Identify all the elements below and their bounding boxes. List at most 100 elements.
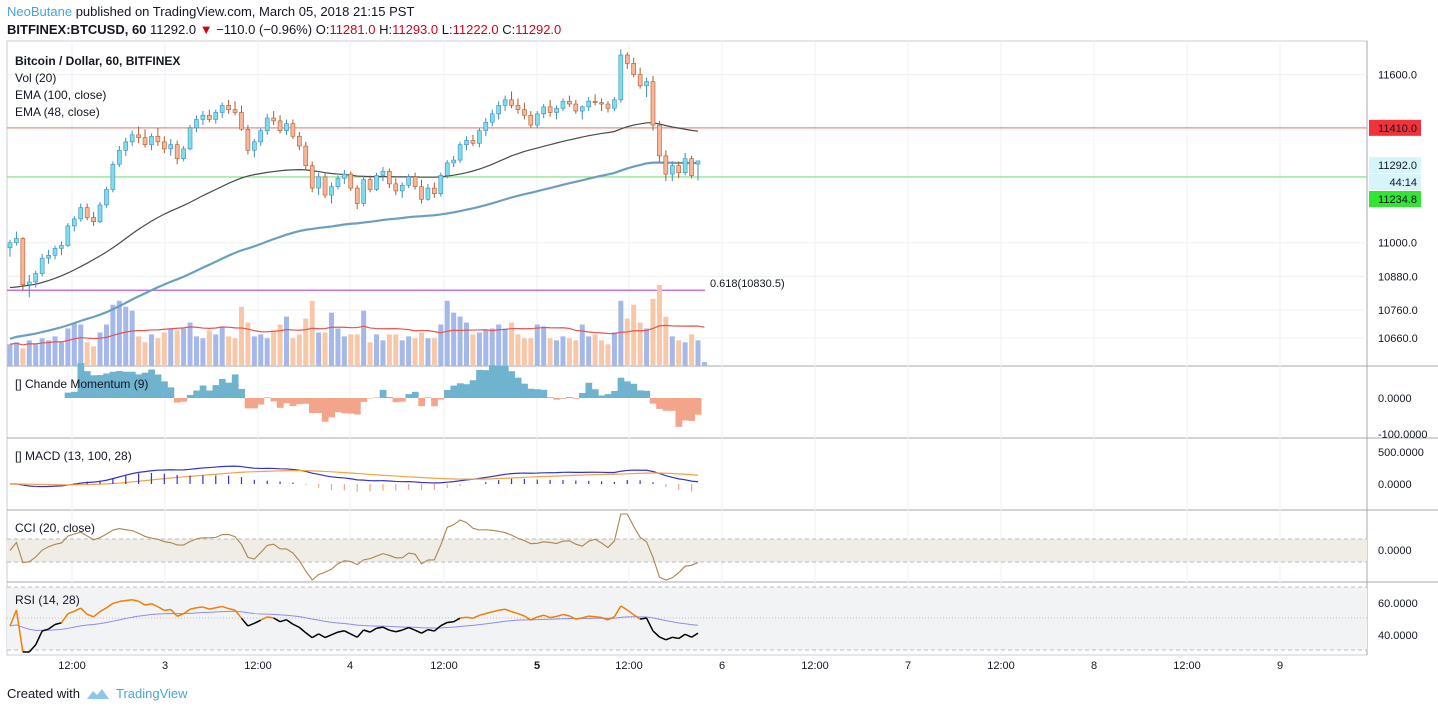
cmo-area [553,398,561,400]
last-price: 11292.0 [150,22,197,37]
volume-bar [444,300,450,366]
rsi-segment [472,614,480,619]
volume-bar [669,336,675,366]
cmo-area [334,398,342,413]
cmo-area [321,398,329,422]
volume-bar [701,362,707,366]
rsi-segment [170,608,178,617]
volume-bar [142,342,148,366]
rsi-segment [395,629,403,633]
candle-body [560,100,566,109]
volume-bar [65,328,71,366]
price-tick-label: 10880.0 [1378,271,1418,283]
candle-body [573,103,579,112]
rsi-segment [556,613,564,618]
volume-bar [611,332,617,366]
candle-body [252,141,257,151]
indicator-tick-label: 500.0000 [1378,447,1424,459]
volume-bar [245,322,251,366]
cmo-area [501,365,509,398]
candle-body [226,105,231,110]
indicator-tick-label: 60.0000 [1378,598,1418,610]
cmo-area [572,398,580,399]
candle-body [374,175,379,190]
candle-body [483,121,489,131]
candle-body [554,107,559,113]
rsi-segment [517,612,525,617]
cmo-area [559,398,567,399]
cmo-area [212,385,220,398]
cmo-area [611,391,618,398]
candle-body [258,130,264,143]
candle-body [618,54,624,101]
rsi-segment [234,609,243,619]
cmo-area [495,365,503,398]
cmo-area [148,369,155,398]
cmo-area [469,380,477,398]
candle-body [579,106,585,112]
candle-body [239,112,244,130]
rsi-label: RSI (14, 28) [15,593,80,607]
candle-body [181,148,186,159]
cmo-area [579,393,586,398]
cmo-area [656,398,663,409]
volume-bar [592,334,598,366]
candle-body [219,105,225,113]
volume-bar [193,336,199,366]
candle-body [676,165,682,173]
cmo-area [546,397,554,398]
volume-bar [91,346,97,366]
volume-bar [52,336,58,366]
pane-labels: Bitcoin / Dollar, 60, BITFINEX Vol (20) … [15,54,180,607]
volume-bar [71,322,77,366]
candle-body [245,128,251,151]
volume-bar [296,334,302,366]
candle-body [26,281,32,286]
price-tag [1369,119,1421,136]
cmo-area [662,398,670,411]
cmo-area [83,371,91,398]
indicator-tick-label: -100.0000 [1378,429,1428,441]
tradingview-logo-icon [86,688,109,699]
candle-body [52,248,58,256]
candle-body [567,100,572,105]
price-levels: 0.618(10830.5) [7,127,1367,291]
rsi-segment [221,605,229,610]
rsi-segment [595,616,602,619]
rsi-segment [28,644,37,653]
candle-body [348,173,354,189]
volume-bar [637,322,643,366]
cmo-area [180,398,188,402]
cmo-area [161,381,168,398]
candle-body [663,155,669,175]
cmo-area [688,398,696,421]
candle-body [612,99,617,109]
rsi-segment [151,603,159,608]
cmo-area [328,398,336,418]
candle-body [232,109,238,113]
cmo-area [624,381,631,398]
volume-bar [354,334,360,366]
rsi-segment [588,615,596,618]
cmo-area [206,390,213,398]
cmo-area [675,398,683,427]
volume-bar [322,332,328,366]
tradingview-link[interactable]: TradingView [115,686,188,701]
close-value: 11292.0 [515,22,562,37]
cmo-area [308,398,316,413]
rsi-segment [356,629,365,638]
cmo-area [238,388,245,398]
author-link[interactable]: NeoButane [7,4,73,19]
candle-body [489,113,495,123]
rsi-segment [292,623,300,629]
candle-body [33,273,39,283]
candle-body [637,74,643,87]
volume-bar [579,324,585,366]
candle-body [380,170,386,176]
legend-ema48: EMA (48, close) [15,105,100,119]
cmo-label: [] Chande Momentum (9) [15,377,148,391]
high-value: 11293.0 [392,22,439,37]
volume-bar [39,338,45,366]
volume-bar [103,324,109,366]
